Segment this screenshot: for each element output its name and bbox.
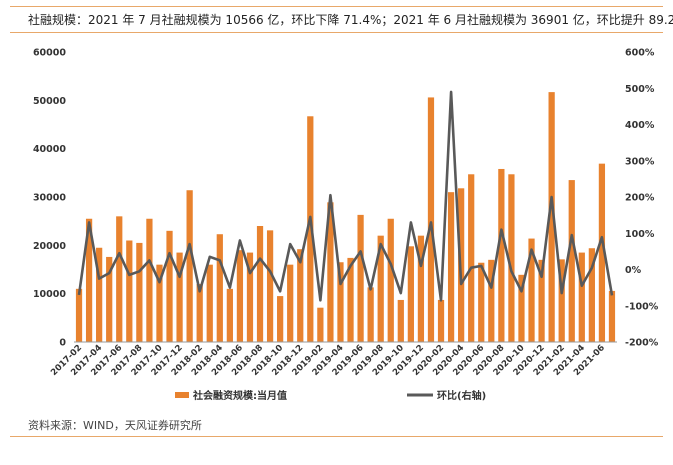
bar (256, 226, 264, 342)
bar (568, 180, 575, 342)
y2-tick-label: -200% (625, 338, 659, 349)
y-tick-label: 40000 (33, 144, 66, 155)
bar (417, 235, 425, 342)
bar (206, 264, 213, 342)
y2-tick-label: 400% (625, 120, 655, 131)
bar (427, 97, 435, 342)
bar (297, 249, 304, 342)
bar (518, 274, 525, 342)
bar (387, 218, 394, 342)
bar (236, 250, 244, 342)
y-tick-label: 30000 (33, 193, 66, 204)
bar (397, 299, 404, 342)
bar (538, 259, 545, 342)
bar (196, 284, 203, 342)
bar (498, 168, 505, 342)
bar (186, 190, 193, 342)
y2-tick-label: 0% (625, 265, 642, 276)
bar (85, 218, 93, 342)
bar (488, 259, 495, 342)
title-rule (10, 32, 663, 33)
y-tick-label: 60000 (33, 48, 66, 59)
y-tick-label: 0 (59, 338, 66, 349)
bar (126, 240, 133, 342)
bar (216, 234, 223, 342)
y-tick-label: 20000 (33, 241, 66, 252)
y-tick-label: 50000 (33, 96, 66, 107)
bar (468, 174, 475, 342)
bar (548, 92, 555, 342)
legend-label-bar: 社会融资规模:当月值 (192, 389, 287, 402)
bar (337, 262, 344, 342)
bar (146, 218, 153, 342)
bar (226, 288, 233, 342)
bottom-rule (10, 436, 663, 437)
chart-title: 社融规模：2021 年 7 月社融规模为 10566 亿，环比下降 71.4%；… (28, 13, 673, 27)
y2-tick-label: 600% (625, 48, 655, 59)
bar (116, 216, 123, 342)
bar (437, 299, 445, 342)
source-note: 资料来源：WIND，天风证券研究所 (28, 419, 202, 432)
bar (608, 290, 616, 342)
bar (598, 163, 606, 342)
bar (96, 247, 103, 342)
y2-tick-label: 100% (625, 229, 655, 240)
bar (246, 252, 254, 342)
bar (136, 242, 143, 342)
bar (307, 116, 314, 343)
bar (327, 202, 334, 342)
bar (367, 287, 374, 342)
bar (407, 246, 414, 342)
bar (176, 252, 183, 342)
bar (528, 238, 535, 342)
legend-swatch-bar (175, 392, 189, 398)
bar (106, 256, 113, 342)
bar (357, 214, 364, 342)
bar (508, 174, 515, 342)
y-tick-label: 10000 (33, 289, 66, 300)
bar (75, 288, 83, 342)
bar (588, 248, 595, 342)
bar (277, 296, 284, 342)
bar (266, 230, 274, 342)
bar (287, 264, 294, 342)
bar (447, 192, 455, 342)
legend-label-line: 环比(右轴) (437, 389, 486, 402)
y2-tick-label: 300% (625, 156, 655, 167)
y2-tick-label: 500% (625, 84, 655, 95)
bar (578, 252, 585, 342)
bar (156, 264, 163, 342)
bar (377, 235, 384, 342)
bar (317, 307, 324, 342)
bar (478, 262, 485, 342)
y2-tick-label: -100% (625, 301, 659, 312)
bar (347, 257, 354, 342)
y2-tick-label: 200% (625, 193, 655, 204)
bar (166, 230, 173, 342)
top-rule (10, 6, 663, 7)
line-series (77, 90, 614, 302)
bar (558, 259, 565, 342)
